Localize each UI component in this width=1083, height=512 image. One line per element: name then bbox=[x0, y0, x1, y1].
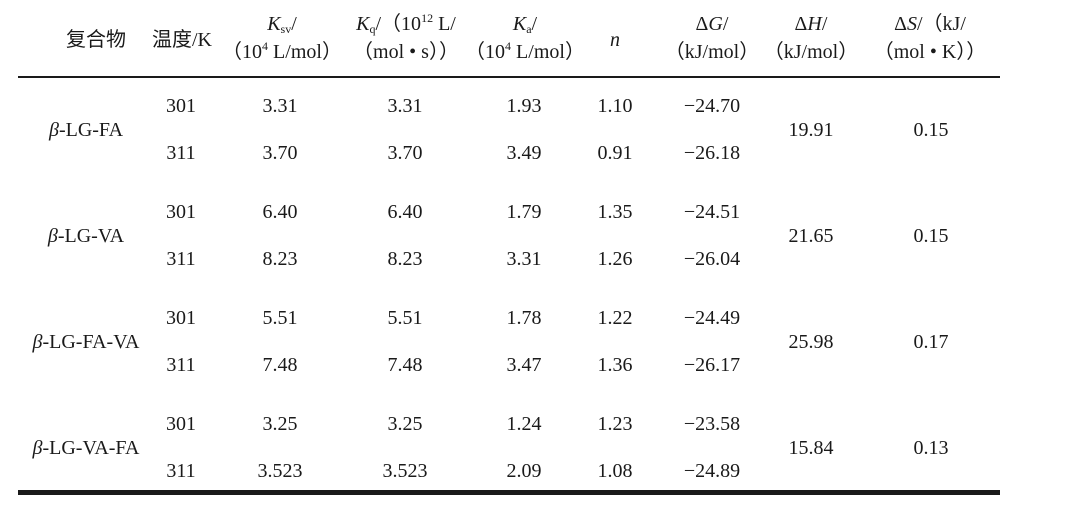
cell-ksv: 3.31 bbox=[262, 95, 298, 117]
compound-name: β-LG-FA-VA bbox=[32, 331, 140, 353]
cell-n: 0.91 bbox=[597, 142, 633, 164]
cell-ds: 0.13 bbox=[913, 437, 949, 459]
cell-ka: 3.31 bbox=[506, 248, 542, 270]
cell-ka: 1.79 bbox=[506, 201, 542, 223]
cell-dg: −26.04 bbox=[683, 248, 741, 270]
header-ka: Ka/ （104 L/mol） bbox=[465, 13, 585, 63]
cell-dh: 21.65 bbox=[788, 225, 834, 247]
cell-dg: −24.70 bbox=[683, 95, 741, 117]
header-delta-h: ΔH/ （kJ/mol） bbox=[763, 13, 859, 63]
cell-n: 1.26 bbox=[597, 248, 633, 270]
cell-temp: 301 bbox=[166, 201, 196, 223]
header-delta-s: ΔS/（kJ/ （mol • K）） bbox=[873, 13, 987, 63]
cell-kq: 3.523 bbox=[382, 460, 428, 482]
cell-temp: 311 bbox=[166, 354, 196, 376]
cell-ksv: 3.70 bbox=[262, 142, 298, 164]
cell-ka: 3.49 bbox=[506, 142, 542, 164]
cell-dh: 25.98 bbox=[788, 331, 834, 353]
header-rule bbox=[18, 76, 1000, 78]
cell-ka: 2.09 bbox=[506, 460, 542, 482]
cell-temp: 301 bbox=[166, 307, 196, 329]
cell-dg: −24.49 bbox=[683, 307, 741, 329]
cell-dh: 19.91 bbox=[788, 119, 834, 141]
cell-ksv: 3.523 bbox=[257, 460, 303, 482]
cell-ds: 0.15 bbox=[913, 119, 949, 141]
cell-ds: 0.15 bbox=[913, 225, 949, 247]
cell-ksv: 7.48 bbox=[262, 354, 298, 376]
cell-dg: −24.51 bbox=[683, 201, 741, 223]
cell-temp: 301 bbox=[166, 413, 196, 435]
bottom-rule bbox=[18, 490, 1000, 495]
cell-kq: 5.51 bbox=[387, 307, 423, 329]
cell-n: 1.35 bbox=[597, 201, 633, 223]
cell-ksv: 5.51 bbox=[262, 307, 298, 329]
cell-temp: 301 bbox=[166, 95, 196, 117]
cell-ksv: 6.40 bbox=[262, 201, 298, 223]
compound-name: β-LG-FA bbox=[48, 119, 124, 141]
cell-n: 1.36 bbox=[597, 354, 633, 376]
compound-name: β-LG-VA bbox=[47, 225, 125, 247]
cell-ksv: 8.23 bbox=[262, 248, 298, 270]
cell-temp: 311 bbox=[166, 248, 196, 270]
header-kq: Kq/（1012 L/ （mol • s）） bbox=[353, 11, 459, 63]
cell-kq: 6.40 bbox=[387, 201, 423, 223]
cell-dg: −24.89 bbox=[683, 460, 741, 482]
cell-ka: 1.78 bbox=[506, 307, 542, 329]
cell-temp: 311 bbox=[166, 142, 196, 164]
header-compound: 复合物 bbox=[66, 29, 126, 51]
cell-dg: −26.18 bbox=[683, 142, 741, 164]
header-n: n bbox=[610, 29, 620, 51]
header-ksv: Ksv/ （104 L/mol） bbox=[222, 13, 342, 63]
cell-temp: 311 bbox=[166, 460, 196, 482]
cell-ksv: 3.25 bbox=[262, 413, 298, 435]
cell-kq: 3.31 bbox=[387, 95, 423, 117]
cell-kq: 3.25 bbox=[387, 413, 423, 435]
cell-kq: 3.70 bbox=[387, 142, 423, 164]
data-table: 复合物 温度/K Ksv/ （104 L/mol） Kq/（1012 L/ （m… bbox=[18, 0, 1000, 512]
cell-dg: −26.17 bbox=[683, 354, 741, 376]
cell-dh: 15.84 bbox=[788, 437, 834, 459]
cell-n: 1.22 bbox=[597, 307, 633, 329]
cell-ds: 0.17 bbox=[913, 331, 949, 353]
cell-kq: 7.48 bbox=[387, 354, 423, 376]
cell-dg: −23.58 bbox=[683, 413, 741, 435]
header-delta-g: ΔG/ （kJ/mol） bbox=[664, 13, 760, 63]
cell-n: 1.08 bbox=[597, 460, 633, 482]
cell-n: 1.23 bbox=[597, 413, 633, 435]
cell-ka: 3.47 bbox=[506, 354, 542, 376]
compound-name: β-LG-VA-FA bbox=[32, 437, 140, 459]
header-temperature: 温度/K bbox=[152, 29, 212, 51]
cell-ka: 1.93 bbox=[506, 95, 542, 117]
cell-kq: 8.23 bbox=[387, 248, 423, 270]
cell-ka: 1.24 bbox=[506, 413, 542, 435]
cell-n: 1.10 bbox=[597, 95, 633, 117]
